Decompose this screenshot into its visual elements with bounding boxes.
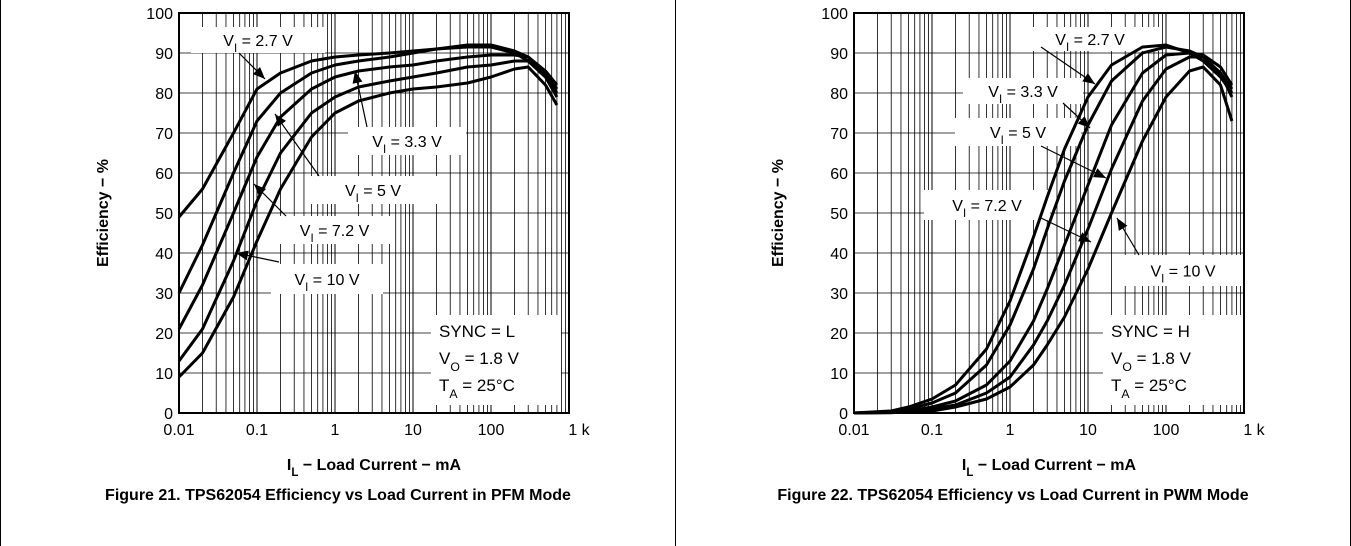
y-tick-label: 50 (830, 206, 848, 223)
series-line-2 (853, 51, 1234, 415)
x-tick-label: 1 (331, 422, 340, 439)
series-arrow-head (1078, 232, 1091, 242)
series-arrow-line (1040, 145, 1107, 179)
series-label-4: VI = 10 V (1150, 264, 1215, 286)
series-label-4: VI = 10 V (294, 272, 359, 294)
series-label-box (1121, 255, 1245, 286)
series-label-box (924, 190, 1050, 220)
series-label-1: VI = 3.3 V (988, 84, 1058, 106)
series-arrow-head (1117, 218, 1128, 231)
series-label-3: VI = 7.2 V (952, 198, 1022, 220)
y-tick-label: 40 (155, 246, 173, 263)
conditions-box (431, 315, 561, 405)
y-tick-label: 70 (155, 126, 173, 143)
condition-text: TA = 25°C (1111, 376, 1187, 401)
series-arrow-head (252, 66, 265, 79)
series-line-3 (177, 59, 559, 362)
y-tick-label: 100 (146, 6, 173, 23)
series-label-box (191, 27, 325, 53)
x-tick-label: 1 k (568, 422, 590, 439)
y-tick-label: 0 (164, 406, 173, 423)
efficiency-chart-pfm: 0 10 20 30 40 50 60 70 80 90 100 0.01 0.1 1 10 100 1 k IL… (95, 6, 591, 479)
x-tick-label: 100 (1153, 422, 1180, 439)
x-axis-label: IL − Load Current − mA (287, 457, 462, 479)
y-tick-label: 20 (830, 326, 848, 343)
y-tick-label: 50 (155, 206, 173, 223)
series-label-box (309, 176, 437, 204)
condition-text: TA = 25°C (439, 376, 515, 401)
x-tick-label: 0.1 (921, 422, 943, 439)
conditions-box (1103, 315, 1243, 405)
series-arrow-head (1093, 168, 1106, 178)
y-tick-label: 100 (821, 6, 848, 23)
x-tick-label: 1 k (1243, 422, 1265, 439)
plot-frame (178, 12, 570, 414)
series-label-0: VI = 2.7 V (223, 33, 293, 55)
plot-frame (853, 12, 1245, 414)
series-line-4 (177, 65, 559, 379)
series-arrow-head (1077, 116, 1090, 128)
series-arrow-head (236, 250, 249, 261)
series-label-2: VI = 5 V (990, 125, 1046, 147)
figure-caption-22: Figure 22. TPS62054 Efficiency vs Load C… (777, 487, 1249, 504)
y-tick-label: 70 (830, 126, 848, 143)
x-tick-label: 10 (1079, 422, 1097, 439)
series-lines (853, 43, 1234, 415)
series-arrow-head (275, 114, 287, 127)
x-tick-label: 1 (1006, 422, 1015, 439)
condition-text: VO = 1.8 V (439, 349, 520, 374)
series-label-box (963, 78, 1083, 104)
figure-caption-21: Figure 21. TPS62054 Efficiency vs Load C… (105, 487, 571, 504)
series-label-box (955, 118, 1081, 146)
x-tick-label: 10 (404, 422, 422, 439)
y-tick-label: 60 (830, 166, 848, 183)
series-label-2: VI = 5 V (345, 183, 401, 205)
y-tick-label: 10 (155, 366, 173, 383)
series-label-box (1021, 27, 1159, 51)
y-tick-label: 80 (830, 86, 848, 103)
series-label-3: VI = 7.2 V (300, 223, 370, 245)
series-arrow-line (274, 113, 320, 177)
y-tick-label: 90 (830, 46, 848, 63)
x-tick-label: 100 (478, 422, 505, 439)
series-arrow-head (352, 71, 363, 84)
figure-21-panel: 0 10 20 30 40 50 60 70 80 90 100 0.01 0.1 1 10 100 1 k IL… (0, 0, 675, 546)
efficiency-chart-pwm: 0 10 20 30 40 50 60 70 80 90 100 0.01 0.1 1 10 100 1 k IL… (770, 6, 1266, 479)
series-label-box (278, 216, 391, 244)
y-tick-label: 30 (830, 286, 848, 303)
series-arrow-head (1082, 73, 1095, 84)
y-tick-label: 40 (830, 246, 848, 263)
series-label-box (271, 264, 383, 294)
series-arrow-head (254, 184, 267, 197)
y-tick-label: 30 (155, 286, 173, 303)
y-tick-label: 20 (155, 326, 173, 343)
condition-text: SYNC = L (439, 322, 515, 341)
y-tick-label: 80 (155, 86, 173, 103)
series-label-box (348, 127, 466, 155)
series-line-2 (177, 53, 559, 330)
series-line-3 (853, 55, 1234, 415)
y-axis-label: Efficiency − % (770, 159, 787, 267)
series-label-1: VI = 3.3 V (372, 134, 442, 156)
condition-text: SYNC = H (1111, 322, 1190, 341)
series-line-4 (853, 65, 1234, 415)
x-axis-label: IL − Load Current − mA (962, 457, 1137, 479)
y-tick-label: 0 (839, 406, 848, 423)
y-tick-label: 10 (830, 366, 848, 383)
figure-22-panel: 0 10 20 30 40 50 60 70 80 90 100 0.01 0.1 1 10 100 1 k IL… (675, 0, 1351, 546)
x-tick-label: 0.01 (163, 422, 194, 439)
x-tick-label: 0.1 (246, 422, 268, 439)
y-tick-label: 90 (155, 46, 173, 63)
y-axis-label: Efficiency − % (95, 159, 112, 267)
series-label-0: VI = 2.7 V (1055, 32, 1125, 54)
series-line-1 (177, 43, 559, 294)
condition-text: VO = 1.8 V (1111, 349, 1192, 374)
x-tick-label: 0.01 (838, 422, 869, 439)
series-lines (177, 43, 559, 379)
y-tick-label: 60 (155, 166, 173, 183)
